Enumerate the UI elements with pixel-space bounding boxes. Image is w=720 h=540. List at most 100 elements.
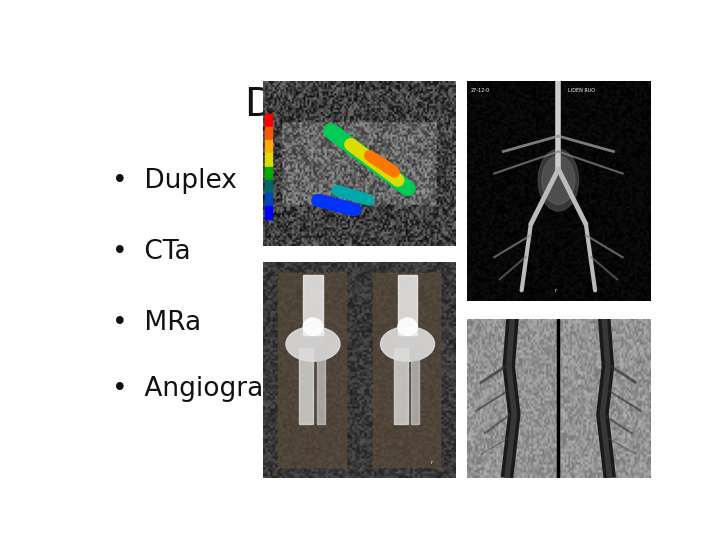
Point	[345, 141, 356, 150]
Point	[323, 198, 334, 207]
Point	[345, 140, 356, 149]
Point	[336, 135, 348, 144]
Point	[361, 152, 372, 161]
Point	[366, 157, 377, 166]
Point	[368, 157, 379, 166]
Point	[346, 204, 358, 213]
Point	[376, 159, 387, 168]
Point	[343, 140, 355, 149]
Point	[350, 191, 361, 200]
Point	[363, 151, 374, 159]
Bar	[300, 348, 313, 424]
Point	[373, 161, 384, 170]
Point	[375, 164, 387, 172]
Ellipse shape	[380, 327, 435, 361]
Point	[334, 133, 346, 142]
Point	[334, 186, 346, 195]
Point	[376, 163, 387, 172]
Text: •  Angiografi: • Angiografi	[112, 376, 280, 402]
Point	[354, 192, 365, 201]
Point	[362, 195, 374, 204]
Point	[398, 181, 410, 190]
Point	[348, 205, 360, 213]
Point	[384, 169, 395, 178]
Point	[386, 166, 397, 174]
Point	[329, 129, 341, 138]
Point	[377, 164, 388, 173]
Point	[378, 166, 390, 175]
Point	[330, 131, 342, 139]
Point	[325, 126, 336, 134]
Point	[326, 127, 338, 136]
Point	[387, 173, 399, 181]
Point	[384, 170, 395, 179]
Point	[354, 193, 366, 201]
Point	[394, 178, 405, 186]
Point	[346, 204, 357, 213]
Point	[343, 190, 355, 198]
Point	[393, 177, 405, 186]
Point	[330, 185, 342, 194]
Bar	[265, 193, 272, 206]
Point	[330, 200, 341, 208]
Point	[397, 180, 408, 188]
Point	[361, 152, 372, 160]
Point	[385, 170, 397, 179]
Point	[371, 160, 382, 168]
Point	[376, 165, 387, 173]
Point	[332, 201, 343, 210]
Point	[374, 158, 386, 167]
Point	[351, 192, 362, 200]
Point	[359, 151, 370, 160]
Point	[382, 163, 393, 172]
Point	[356, 193, 367, 201]
Text: Diagnostik: Diagnostik	[243, 85, 450, 124]
Point	[382, 168, 394, 177]
Point	[363, 195, 374, 204]
Bar	[411, 348, 419, 424]
Point	[372, 160, 383, 168]
Point	[374, 162, 386, 171]
Point	[388, 167, 400, 176]
Point	[357, 193, 369, 202]
Point	[378, 165, 390, 173]
Point	[390, 175, 401, 184]
Point	[330, 200, 342, 209]
Point	[331, 186, 343, 194]
Point	[343, 139, 354, 148]
Point	[332, 200, 343, 209]
Point	[331, 186, 343, 194]
Point	[354, 146, 365, 155]
Point	[349, 191, 361, 200]
Point	[374, 158, 385, 166]
Point	[343, 204, 355, 212]
Point	[348, 205, 360, 213]
Bar	[265, 180, 272, 193]
Point	[392, 176, 404, 184]
Point	[368, 154, 379, 163]
Point	[341, 203, 353, 212]
Point	[333, 186, 345, 195]
Point	[358, 151, 369, 159]
Point	[348, 191, 360, 199]
Point	[355, 149, 366, 158]
Point	[369, 154, 380, 163]
Point	[371, 161, 382, 170]
Point	[366, 157, 377, 165]
Point	[376, 164, 387, 173]
Point	[382, 169, 394, 178]
Point	[333, 186, 345, 195]
Point	[325, 126, 336, 135]
Point	[336, 134, 347, 143]
Point	[377, 160, 389, 168]
Point	[379, 161, 390, 170]
Point	[381, 167, 392, 176]
Point	[374, 163, 385, 171]
Point	[356, 150, 368, 158]
Point	[381, 163, 392, 171]
Point	[346, 141, 358, 150]
Point	[337, 202, 348, 211]
Point	[341, 202, 352, 211]
Point	[338, 202, 350, 211]
Point	[324, 199, 336, 207]
